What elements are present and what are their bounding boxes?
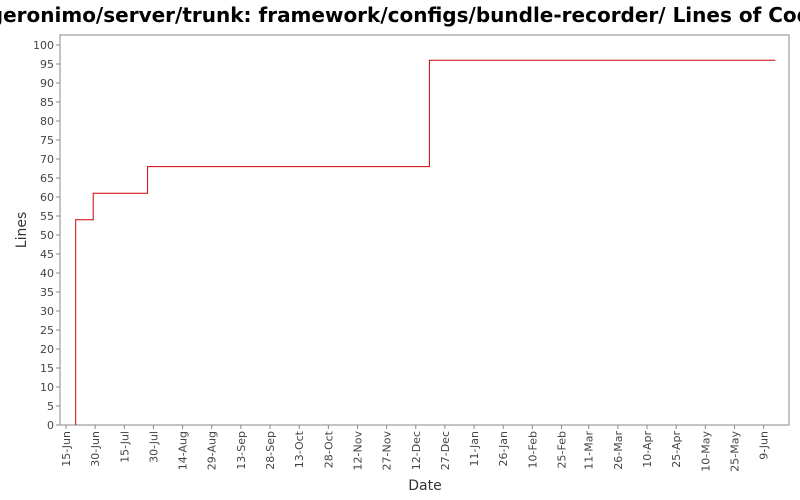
x-tick-label: 14-Aug	[177, 431, 190, 470]
x-tick-label: 15-Jun	[60, 431, 73, 467]
x-tick-label: 13-Sep	[235, 431, 248, 470]
y-tick-label: 55	[40, 210, 54, 223]
y-axis-label: Lines	[14, 212, 30, 248]
y-axis: 0 5 10 15 20 25 30 35 40 45 50 55 60 65 70 75 80 85 90 95 10…	[33, 39, 60, 432]
y-tick-label: 35	[40, 286, 54, 299]
x-tick-label: 25-Feb	[556, 431, 569, 468]
y-tick-label: 25	[40, 324, 54, 337]
x-tick-label: 29-Aug	[206, 431, 219, 470]
y-tick-label: 90	[40, 77, 54, 90]
x-tick-label: 26-Mar	[612, 431, 625, 470]
x-tick-label: 30-Jul	[147, 431, 160, 463]
y-tick-label: 5	[47, 400, 54, 413]
x-tick-label: 11-Mar	[583, 431, 596, 470]
x-tick-label: 27-Nov	[381, 431, 394, 471]
y-tick-label: 75	[40, 134, 54, 147]
x-tick-label: 13-Oct	[293, 430, 306, 468]
x-tick-label: 9-Jun	[758, 431, 771, 460]
y-tick-label: 0	[47, 419, 54, 432]
y-tick-label: 50	[40, 229, 54, 242]
x-tick-label: 28-Oct	[322, 430, 335, 468]
x-tick-label: 30-Jun	[89, 431, 102, 467]
y-tick-label: 95	[40, 58, 54, 71]
y-tick-label: 80	[40, 115, 54, 128]
x-tick-label: 28-Sep	[264, 431, 277, 470]
x-tick-label: 15-Jul	[118, 431, 131, 463]
y-tick-label: 20	[40, 343, 54, 356]
series-line	[75, 59, 776, 425]
y-tick-label: 45	[40, 248, 54, 261]
x-tick-label: 12-Nov	[351, 431, 364, 471]
y-tick-label: 15	[40, 362, 54, 375]
y-tick-label: 40	[40, 267, 54, 280]
x-tick-label: 10-May	[699, 431, 712, 472]
x-axis-label: Date	[408, 478, 441, 494]
x-tick-label: 11-Jan	[468, 431, 481, 467]
plot-area	[59, 34, 790, 426]
chart-title: /geronimo/server/trunk: framework/config…	[0, 3, 800, 27]
y-tick-label: 65	[40, 172, 54, 185]
y-tick-label: 60	[40, 191, 54, 204]
x-tick-label: 25-May	[728, 431, 741, 472]
y-tick-label: 85	[40, 96, 54, 109]
x-tick-label: 26-Jan	[497, 431, 510, 467]
x-tick-label: 12-Dec	[410, 431, 423, 470]
y-tick-label: 10	[40, 381, 54, 394]
x-tick-label: 27-Dec	[439, 431, 452, 470]
x-tick-label: 10-Feb	[526, 431, 539, 468]
x-axis: 15-Jun 30-Jun 15-Jul 30-Jul 14-Aug 29-Aug 13-S…	[60, 425, 771, 472]
y-tick-label: 100	[33, 39, 54, 52]
x-tick-label: 10-Apr	[641, 431, 654, 468]
x-tick-label: 25-Apr	[670, 431, 683, 468]
y-tick-label: 30	[40, 305, 54, 318]
y-tick-label: 70	[40, 153, 54, 166]
